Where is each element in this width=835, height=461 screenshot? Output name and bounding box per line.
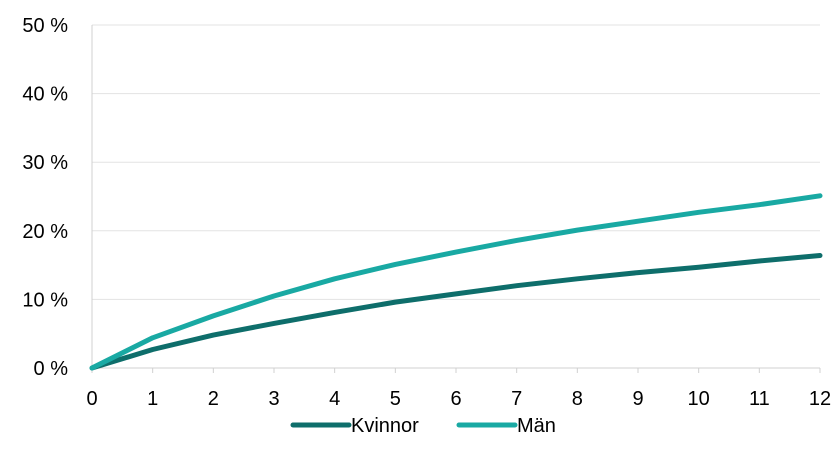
x-tick-label: 5 <box>390 388 401 410</box>
x-tick-label: 3 <box>268 388 279 410</box>
x-tick-label: 2 <box>208 388 219 410</box>
series-line-kvinnor <box>89 253 823 371</box>
axes <box>91 25 821 373</box>
x-tick-label: 8 <box>572 388 583 410</box>
series-line-man <box>89 193 823 371</box>
y-tick-label: 20 % <box>22 221 68 243</box>
y-tick-label: 50 % <box>22 15 68 37</box>
y-tick-label: 40 % <box>22 84 68 106</box>
x-tick-label: 0 <box>86 388 97 410</box>
x-tick-label: 6 <box>450 388 461 410</box>
x-tick-label: 10 <box>688 388 710 410</box>
grid-lines <box>92 24 820 300</box>
y-tick-label: 10 % <box>22 289 68 311</box>
y-tick-label: 0 % <box>34 358 69 380</box>
y-tick-label: 30 % <box>22 152 68 174</box>
x-tick-label: 1 <box>147 388 158 410</box>
x-tick-label: 9 <box>632 388 643 410</box>
legend: Kvinnor Män <box>290 415 556 437</box>
series-lines <box>89 193 823 371</box>
x-tick-label: 4 <box>329 388 340 410</box>
x-tick-label: 11 <box>749 388 770 410</box>
legend-label: Män <box>517 415 556 437</box>
x-tick-label: 7 <box>511 388 522 410</box>
x-tick-label: 12 <box>809 388 831 410</box>
y-axis-tick-labels: 0 % 10 % 20 % 30 % 40 % 50 % <box>22 15 68 380</box>
legend-label: Kvinnor <box>351 415 419 437</box>
x-axis-tick-labels: 0 1 2 3 4 5 6 7 8 9 10 11 12 <box>86 388 831 410</box>
